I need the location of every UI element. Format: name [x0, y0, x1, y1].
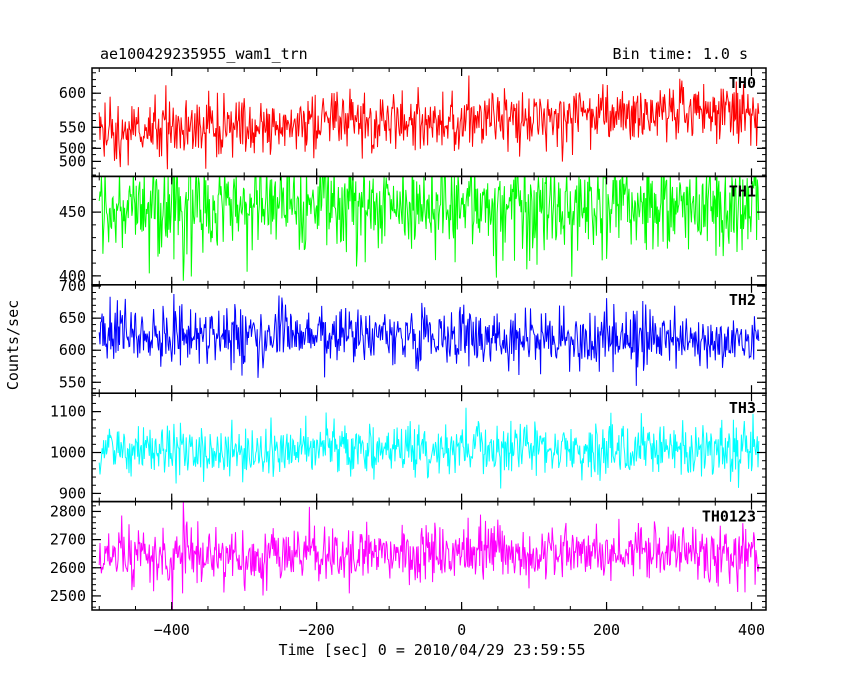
chart-title: ae100429235955_wam1_trn	[100, 45, 308, 63]
y-tick-label: 900	[59, 484, 86, 502]
series-line-th0	[98, 75, 760, 170]
panel-frames: 500 550 600 TH0 400 450 500 TH1 550 600 650 700 TH2 9…	[50, 67, 767, 611]
series-line-th0123	[98, 501, 760, 611]
panel-label-th0: TH0	[729, 74, 756, 92]
panel-label-th1: TH1	[729, 182, 756, 200]
x-tick-label: 0	[457, 621, 466, 639]
y-tick-label: 500	[59, 152, 86, 170]
bin-time-label: Bin time: 1.0 s	[612, 45, 748, 63]
y-tick-label: 550	[59, 373, 86, 391]
y-tick-label: 1100	[50, 403, 86, 421]
series-line-th3	[98, 407, 760, 489]
y-tick-label: 700	[59, 277, 86, 295]
panel-label-th0123: TH0123	[702, 508, 756, 526]
y-tick-label: 2500	[50, 587, 86, 605]
series-line-th2	[98, 293, 760, 386]
y-tick-label: 450	[59, 203, 86, 221]
y-tick-label: 500	[59, 139, 86, 157]
y-tick-label: 2800	[50, 502, 86, 520]
y-tick-label: 600	[59, 84, 86, 102]
x-tick-label: −400	[154, 621, 190, 639]
x-tick-label: −200	[299, 621, 335, 639]
x-tick-label: 400	[738, 621, 765, 639]
y-tick-label: 2600	[50, 559, 86, 577]
panel-label-th3: TH3	[729, 399, 756, 417]
y-tick-label: 400	[59, 267, 86, 285]
x-tick-label: 200	[593, 621, 620, 639]
y-tick-label: 650	[59, 309, 86, 327]
panel-frame-th0123	[91, 500, 767, 611]
panel-label-th2: TH2	[729, 291, 756, 309]
y-axis-label: Counts/sec	[4, 300, 22, 390]
y-tick-label: 550	[59, 118, 86, 136]
y-tick-label: 1000	[50, 444, 86, 462]
x-axis: −400 −200 0 200 400	[154, 621, 765, 639]
y-tick-label: 600	[59, 341, 86, 359]
panels-group	[98, 75, 760, 611]
x-axis-label: Time [sec] 0 = 2010/04/29 23:59:55	[278, 641, 585, 659]
series-line-th1	[98, 176, 760, 281]
y-tick-label: 2700	[50, 531, 86, 549]
